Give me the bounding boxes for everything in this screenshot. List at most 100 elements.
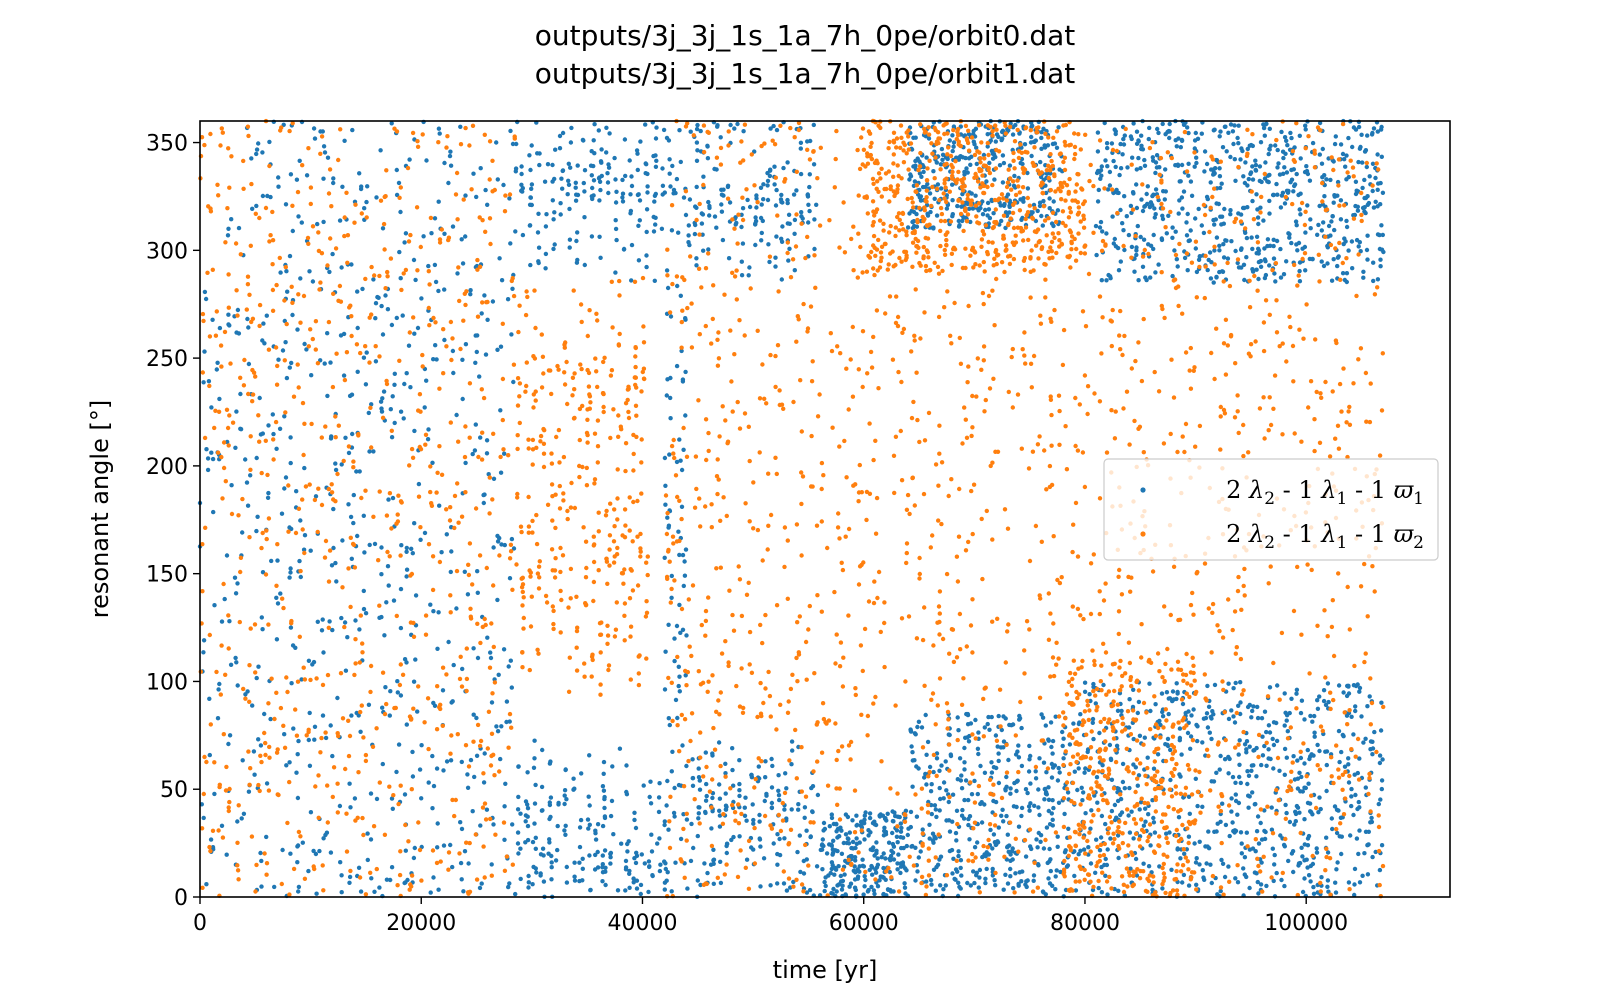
data-point bbox=[679, 504, 685, 509]
data-point bbox=[1217, 134, 1222, 139]
data-point bbox=[556, 367, 561, 372]
data-point bbox=[346, 753, 352, 759]
data-point bbox=[562, 370, 567, 375]
data-point bbox=[744, 592, 750, 597]
data-point bbox=[365, 857, 370, 863]
data-point bbox=[580, 878, 585, 883]
data-point bbox=[800, 216, 805, 221]
data-point bbox=[355, 369, 360, 374]
data-point bbox=[363, 488, 368, 493]
data-point bbox=[605, 171, 610, 176]
data-point bbox=[1055, 844, 1060, 849]
data-point bbox=[580, 866, 585, 871]
data-point bbox=[931, 867, 937, 872]
data-point bbox=[645, 190, 650, 195]
data-point bbox=[1232, 157, 1238, 162]
data-point bbox=[463, 125, 468, 131]
data-point bbox=[711, 881, 716, 886]
data-point bbox=[428, 489, 433, 495]
data-point bbox=[534, 445, 539, 450]
data-point bbox=[394, 129, 400, 134]
data-point bbox=[749, 775, 755, 780]
data-point bbox=[832, 865, 838, 871]
data-point bbox=[656, 809, 662, 815]
data-point bbox=[579, 366, 584, 372]
data-point bbox=[496, 672, 501, 677]
data-point bbox=[1188, 746, 1193, 751]
data-point bbox=[807, 208, 812, 214]
data-point bbox=[267, 163, 272, 169]
data-point bbox=[962, 767, 967, 772]
data-point bbox=[1250, 164, 1255, 169]
data-point bbox=[363, 892, 369, 897]
data-point bbox=[1103, 856, 1108, 862]
data-point bbox=[822, 826, 828, 832]
data-point bbox=[1035, 862, 1041, 867]
data-point bbox=[298, 320, 303, 325]
data-point bbox=[1316, 222, 1321, 228]
data-point bbox=[241, 811, 247, 816]
data-point bbox=[1330, 214, 1335, 219]
data-point bbox=[630, 588, 636, 593]
data-point bbox=[220, 496, 225, 501]
data-point bbox=[867, 811, 873, 816]
data-point bbox=[720, 404, 725, 409]
data-point bbox=[1285, 729, 1291, 734]
data-point bbox=[924, 752, 929, 757]
data-point bbox=[1224, 149, 1229, 154]
data-point bbox=[403, 822, 408, 828]
data-point bbox=[290, 121, 295, 126]
data-point bbox=[1291, 189, 1296, 194]
data-point bbox=[629, 242, 635, 248]
data-point bbox=[1131, 121, 1136, 126]
data-point bbox=[810, 784, 816, 789]
data-point bbox=[300, 163, 305, 168]
data-point bbox=[1346, 248, 1351, 253]
data-point bbox=[1326, 699, 1331, 705]
data-point bbox=[1134, 205, 1140, 211]
data-point bbox=[1346, 756, 1351, 761]
data-point bbox=[633, 375, 638, 380]
data-point bbox=[710, 751, 715, 756]
data-point bbox=[1307, 178, 1313, 183]
data-point bbox=[263, 572, 269, 577]
data-point bbox=[234, 660, 239, 665]
data-point bbox=[1023, 854, 1029, 859]
data-point bbox=[480, 430, 485, 435]
data-point bbox=[669, 889, 674, 894]
data-point bbox=[1282, 201, 1288, 206]
data-point bbox=[854, 823, 859, 828]
data-point bbox=[1360, 873, 1365, 878]
data-point bbox=[1098, 168, 1104, 173]
data-point bbox=[205, 270, 210, 275]
data-point bbox=[507, 196, 512, 201]
data-point bbox=[328, 850, 334, 855]
data-point bbox=[587, 753, 592, 758]
data-point bbox=[444, 672, 449, 677]
data-point bbox=[988, 827, 993, 833]
data-point bbox=[662, 822, 667, 828]
data-point bbox=[254, 675, 259, 681]
data-point bbox=[565, 508, 570, 514]
data-point bbox=[662, 455, 668, 461]
data-point bbox=[690, 757, 695, 762]
data-point bbox=[426, 427, 431, 432]
data-point bbox=[1205, 683, 1210, 689]
data-point bbox=[518, 524, 524, 529]
data-point bbox=[207, 696, 212, 701]
data-point bbox=[380, 761, 385, 767]
data-point bbox=[318, 750, 323, 755]
data-point bbox=[684, 817, 690, 822]
data-point bbox=[235, 863, 240, 868]
data-point bbox=[991, 798, 996, 804]
data-point bbox=[498, 756, 503, 762]
data-point bbox=[523, 840, 528, 845]
data-point bbox=[989, 714, 994, 720]
data-point bbox=[288, 435, 293, 440]
data-point bbox=[582, 215, 587, 220]
data-point bbox=[549, 860, 554, 865]
data-point bbox=[578, 362, 583, 367]
data-point bbox=[644, 599, 649, 604]
data-point bbox=[278, 270, 283, 275]
data-point bbox=[608, 435, 613, 441]
